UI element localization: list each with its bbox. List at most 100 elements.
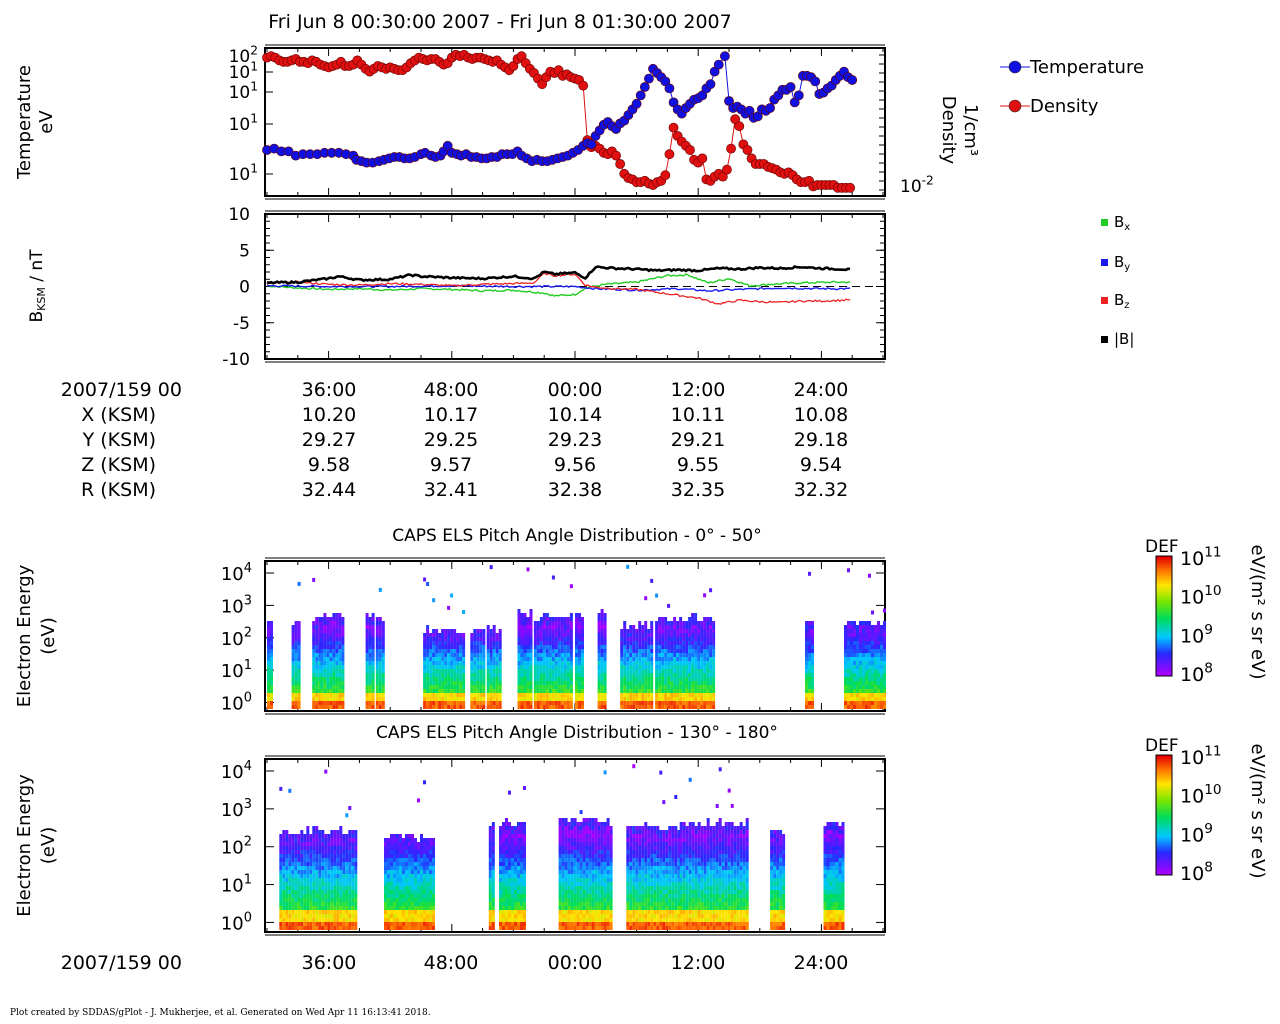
spectrogram-cell bbox=[883, 645, 886, 649]
spectrogram-cell bbox=[603, 633, 607, 637]
spectrogram-cell bbox=[629, 653, 633, 657]
spectrogram-cell bbox=[432, 653, 436, 657]
spectrogram-cell bbox=[575, 681, 578, 685]
spectrogram-cell bbox=[582, 830, 586, 834]
spectrogram-cell bbox=[709, 637, 713, 641]
spectrogram-cell bbox=[862, 673, 865, 677]
spectrogram-cell bbox=[641, 689, 645, 693]
spectrogram-cell bbox=[877, 673, 880, 677]
spectrogram-cell bbox=[348, 866, 352, 870]
spectrogram-cell bbox=[600, 701, 604, 705]
spectrogram-cell bbox=[691, 689, 695, 693]
spectrogram-cell bbox=[297, 874, 301, 878]
spectrogram-cell bbox=[874, 625, 877, 629]
spectrogram-cell bbox=[279, 886, 283, 890]
spectrogram-cell bbox=[447, 673, 451, 677]
spectrogram-cell bbox=[323, 681, 327, 685]
spectrogram-cell bbox=[329, 617, 333, 621]
spectrogram-cell bbox=[644, 701, 648, 705]
spectrogram-cell bbox=[871, 693, 874, 697]
spectrogram-cell bbox=[329, 637, 333, 641]
spectrogram-cell bbox=[871, 653, 874, 657]
spectrogram-cell bbox=[332, 617, 336, 621]
spectrogram-cell bbox=[315, 886, 319, 890]
spectrogram-cell bbox=[539, 617, 543, 621]
spectrogram-cell bbox=[476, 669, 480, 673]
spectrogram-cell bbox=[365, 701, 369, 705]
spectrogram-block bbox=[620, 564, 654, 709]
spectrogram-cell bbox=[417, 886, 420, 890]
spectrogram-cell bbox=[570, 918, 574, 922]
spectrogram-cell bbox=[588, 874, 592, 878]
spectrogram-cell bbox=[567, 862, 571, 866]
spectrogram-cell bbox=[697, 629, 701, 633]
spectrogram-cell bbox=[581, 629, 584, 633]
spectrogram-cell bbox=[712, 681, 716, 685]
spectrogram-cell bbox=[315, 625, 319, 629]
spectrogram-cell bbox=[312, 577, 316, 582]
spectrogram-cell bbox=[844, 637, 847, 641]
spectrogram-cell bbox=[306, 898, 310, 902]
spectrogram-cell bbox=[297, 890, 301, 894]
spectrogram-cell bbox=[629, 637, 633, 641]
spectrogram-cell bbox=[411, 878, 414, 882]
spectrogram-cell bbox=[578, 677, 581, 681]
spectrogram-cell bbox=[387, 878, 390, 882]
spectrogram-cell bbox=[405, 838, 408, 842]
spectrogram-cell bbox=[498, 677, 502, 681]
spectrogram-cell bbox=[658, 661, 662, 665]
spectrogram-cell bbox=[578, 629, 581, 633]
spectrogram-cell bbox=[318, 681, 322, 685]
spectrogram-cell bbox=[426, 862, 429, 866]
spectrogram-cell bbox=[853, 621, 856, 625]
spectrogram-cell bbox=[318, 629, 322, 633]
spectrogram-cell bbox=[847, 685, 850, 689]
spectrogram-cell bbox=[871, 701, 874, 705]
spectrogram-cell bbox=[667, 625, 671, 629]
spectrogram-cell bbox=[709, 705, 713, 709]
spectrogram-cell bbox=[523, 677, 527, 681]
spectrogram-cell bbox=[326, 693, 330, 697]
spectrogram-cell bbox=[336, 922, 340, 926]
spectrogram-cell bbox=[338, 625, 342, 629]
spectrogram-cell bbox=[644, 677, 648, 681]
spectrogram-cell bbox=[703, 689, 707, 693]
spectrogram-cell bbox=[502, 834, 505, 838]
spectrogram-cell bbox=[514, 890, 517, 894]
spectrogram-cell bbox=[279, 870, 283, 874]
spectrogram-cell bbox=[853, 625, 856, 629]
spectrogram-cell bbox=[585, 882, 589, 886]
spectrogram-cell bbox=[655, 669, 659, 673]
spectrogram-cell bbox=[300, 838, 304, 842]
spectrogram-cell bbox=[883, 685, 886, 689]
spectrogram-cell bbox=[473, 697, 477, 701]
spectrogram-cell bbox=[694, 617, 698, 621]
spectrogram-block bbox=[517, 567, 533, 709]
spectrogram-cell bbox=[847, 681, 850, 685]
spectrogram-cell bbox=[378, 693, 382, 697]
spectrogram-cell bbox=[489, 653, 493, 657]
spectrogram-cell bbox=[569, 689, 573, 693]
spectrogram-cell bbox=[520, 625, 524, 629]
spectrogram-cell bbox=[450, 685, 454, 689]
spectrogram-cell bbox=[862, 693, 865, 697]
spectrogram-cell bbox=[706, 661, 710, 665]
spectrogram-cell bbox=[670, 629, 674, 633]
spectrogram-cell bbox=[462, 677, 466, 681]
spectrogram-cell bbox=[844, 633, 847, 637]
colorbar-swatch bbox=[1156, 556, 1172, 559]
spectrogram-cell bbox=[673, 693, 677, 697]
spectrogram-cell bbox=[655, 637, 659, 641]
spectrogram-cell bbox=[365, 617, 369, 621]
spectrogram-block bbox=[365, 613, 375, 709]
spectrogram-cell bbox=[579, 890, 583, 894]
spectrogram-cell bbox=[387, 890, 390, 894]
spectrogram-cell bbox=[545, 681, 549, 685]
spectrogram-cell bbox=[679, 705, 683, 709]
spectrogram-cell bbox=[393, 914, 396, 918]
spectrogram-cell bbox=[309, 858, 313, 862]
spectrogram-cell bbox=[548, 681, 552, 685]
spectrogram-cell bbox=[570, 898, 574, 902]
spectrogram-cell bbox=[658, 677, 662, 681]
spectrogram-cell bbox=[545, 689, 549, 693]
